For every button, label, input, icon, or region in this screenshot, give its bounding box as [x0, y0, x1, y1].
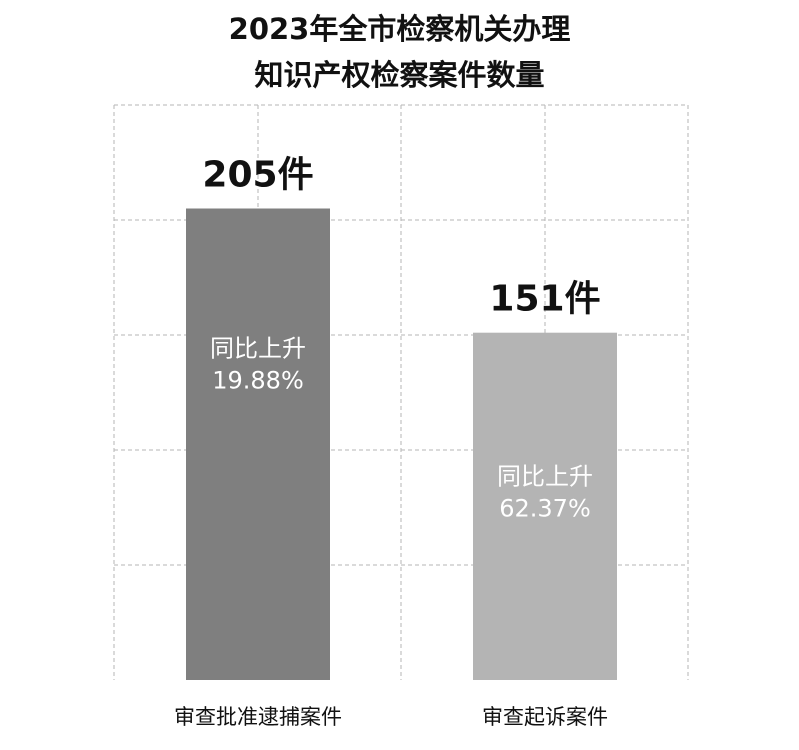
bar-0-annotation-line-0: 同比上升: [210, 335, 306, 363]
value-label-0: 205件: [202, 155, 313, 196]
bar-1-annotation-line-0: 同比上升: [497, 463, 593, 491]
bar-0-annotation-line-1: 19.88%: [212, 367, 304, 395]
bar-0: [186, 209, 330, 681]
bar-1-annotation-line-1: 62.37%: [499, 495, 591, 523]
value-label-1: 151件: [489, 279, 600, 320]
category-label-0: 审查批准逮捕案件: [174, 705, 342, 729]
category-label-1: 审查起诉案件: [482, 705, 608, 729]
